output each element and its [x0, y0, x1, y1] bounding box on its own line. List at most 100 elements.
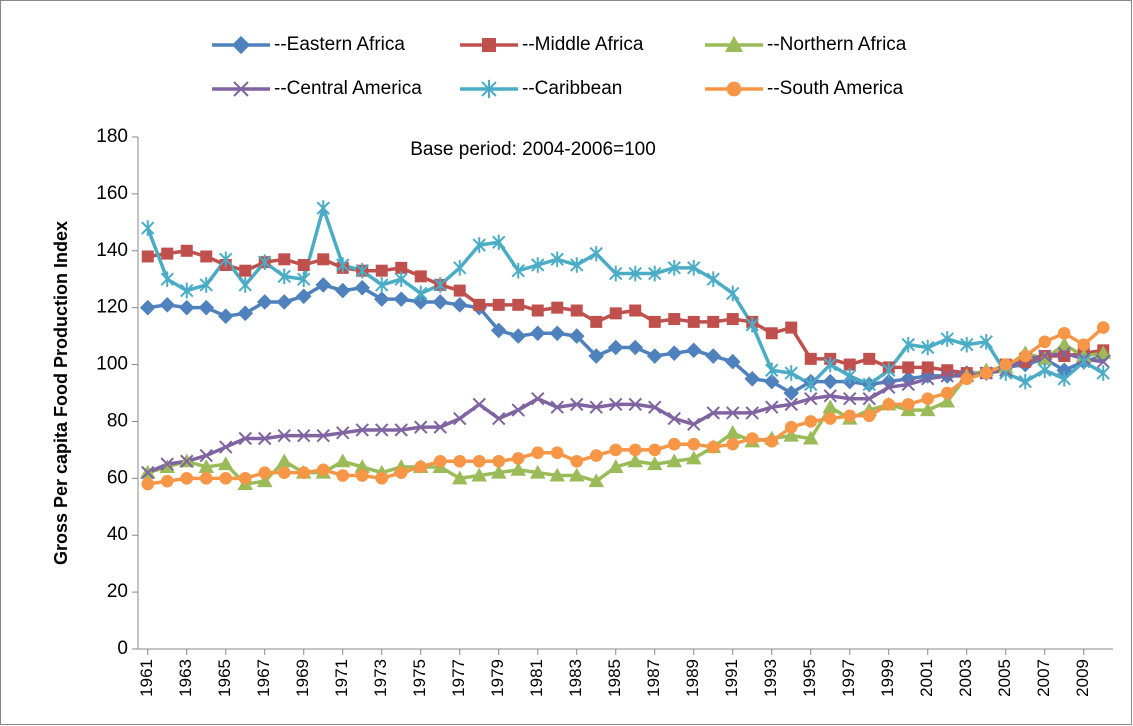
marker: [784, 365, 798, 381]
marker: [141, 250, 154, 263]
marker: [490, 322, 507, 339]
marker: [1096, 355, 1110, 369]
x-tick-label: 1993: [761, 659, 780, 697]
marker: [843, 391, 857, 406]
marker: [375, 264, 388, 277]
marker: [316, 463, 330, 477]
marker: [297, 259, 310, 271]
marker: [276, 294, 293, 310]
marker: [1096, 321, 1110, 334]
marker: [901, 377, 915, 392]
marker: [511, 403, 525, 417]
marker: [531, 304, 544, 317]
marker: [453, 411, 467, 426]
marker: [551, 301, 564, 314]
y-tick-label: 140: [96, 240, 128, 261]
x-tick-label: 1977: [449, 659, 468, 697]
marker: [414, 460, 428, 474]
legend-label: --Caribbean: [522, 78, 622, 99]
y-tick-label: 40: [107, 524, 128, 545]
marker: [823, 412, 837, 425]
marker: [960, 336, 974, 353]
marker: [277, 428, 291, 443]
marker: [550, 400, 564, 414]
marker: [802, 430, 819, 445]
marker: [297, 428, 311, 443]
marker: [979, 334, 993, 350]
marker: [999, 358, 1013, 371]
legend-label: --Eastern Africa: [274, 34, 405, 55]
marker: [765, 435, 779, 448]
marker: [588, 348, 605, 364]
marker: [882, 362, 896, 379]
legend-label: --Northern Africa: [767, 34, 907, 55]
marker: [200, 250, 213, 263]
legend-label: --Central America: [274, 78, 422, 99]
marker: [336, 469, 350, 482]
marker: [512, 298, 525, 311]
legend-label: --South America: [767, 78, 904, 99]
marker: [589, 400, 603, 414]
x-tick-label: 1975: [410, 659, 429, 697]
marker: [1057, 346, 1071, 360]
marker: [490, 464, 507, 479]
marker: [687, 417, 701, 431]
marker: [568, 467, 585, 482]
marker: [882, 380, 896, 395]
marker: [316, 200, 330, 216]
annotation: Base period: 2004-2006=100: [410, 139, 656, 160]
legend-label: --Middle Africa: [522, 34, 644, 55]
x-tick-label: 1987: [644, 659, 663, 697]
marker: [453, 284, 466, 297]
marker: [843, 368, 857, 384]
marker: [394, 423, 408, 437]
marker: [531, 257, 545, 273]
marker: [667, 411, 681, 426]
marker: [1018, 373, 1032, 390]
marker: [354, 459, 371, 473]
x-tick-label: 1969: [293, 659, 312, 697]
marker: [492, 411, 506, 426]
marker: [804, 352, 817, 365]
x-tick-label: 1963: [176, 659, 195, 697]
marker: [843, 358, 856, 371]
x-tick-label: 1979: [488, 659, 507, 697]
x-tick-label: 1985: [605, 659, 624, 697]
marker: [588, 473, 605, 488]
marker: [765, 400, 779, 414]
marker: [237, 305, 254, 322]
marker: [1018, 349, 1032, 363]
marker: [258, 466, 272, 479]
marker: [939, 393, 956, 408]
marker: [433, 420, 447, 434]
marker: [667, 437, 681, 451]
marker: [941, 364, 954, 377]
y-tick-label: 60: [107, 467, 128, 488]
marker: [219, 440, 233, 454]
marker: [648, 443, 662, 457]
marker: [863, 352, 876, 365]
marker: [822, 399, 839, 414]
legend-marker: [724, 35, 744, 52]
marker: [979, 366, 993, 380]
marker: [414, 420, 428, 434]
marker: [921, 372, 935, 386]
marker: [336, 257, 350, 273]
x-tick-label: 1971: [332, 659, 351, 697]
marker: [745, 432, 759, 445]
legend-marker: [231, 35, 251, 55]
marker: [609, 265, 623, 282]
marker: [667, 260, 681, 276]
marker: [453, 260, 467, 276]
marker: [687, 260, 701, 276]
marker: [258, 431, 272, 446]
marker: [784, 420, 798, 434]
marker: [570, 454, 584, 468]
marker: [628, 443, 642, 457]
marker: [724, 353, 741, 370]
marker: [646, 348, 663, 364]
marker: [529, 464, 546, 479]
marker: [783, 427, 800, 442]
marker: [765, 362, 779, 379]
